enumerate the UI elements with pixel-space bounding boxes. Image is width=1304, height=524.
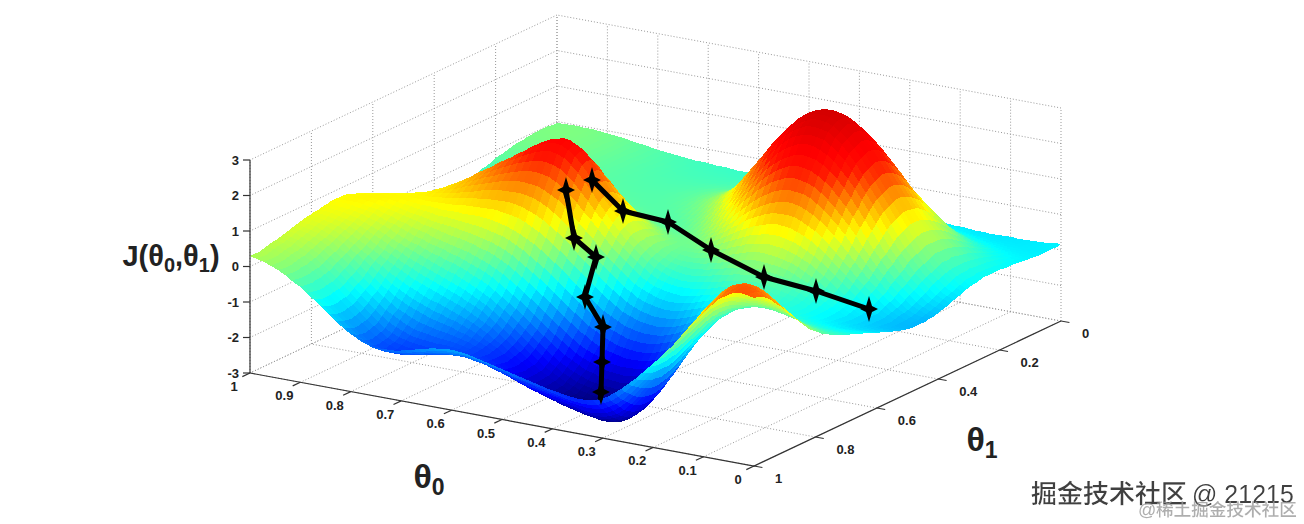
svg-text:0: 0 xyxy=(1082,326,1089,341)
svg-text:1: 1 xyxy=(232,224,239,239)
svg-text:-2: -2 xyxy=(227,330,239,345)
svg-text:0.2: 0.2 xyxy=(1021,355,1039,370)
svg-text:0.6: 0.6 xyxy=(898,413,916,428)
svg-text:0.8: 0.8 xyxy=(836,442,854,457)
svg-text:3: 3 xyxy=(232,153,239,168)
svg-text:0: 0 xyxy=(232,259,239,274)
svg-text:0.3: 0.3 xyxy=(578,444,596,459)
svg-text:0.2: 0.2 xyxy=(628,453,646,468)
svg-text:0.8: 0.8 xyxy=(326,398,344,413)
svg-text:0: 0 xyxy=(734,472,741,487)
svg-text:0.4: 0.4 xyxy=(959,384,978,399)
svg-text:0.4: 0.4 xyxy=(527,435,546,450)
svg-text:-1: -1 xyxy=(227,295,239,310)
svg-text:0.9: 0.9 xyxy=(275,388,293,403)
svg-text:1: 1 xyxy=(230,379,237,394)
svg-text:0.5: 0.5 xyxy=(477,426,495,441)
svg-text:0.7: 0.7 xyxy=(376,407,394,422)
svg-text:1: 1 xyxy=(775,471,782,486)
svg-text:2: 2 xyxy=(232,188,239,203)
svg-text:0.6: 0.6 xyxy=(427,416,445,431)
svg-text:0.1: 0.1 xyxy=(679,463,697,478)
svg-text:@: @ xyxy=(1138,500,1156,520)
